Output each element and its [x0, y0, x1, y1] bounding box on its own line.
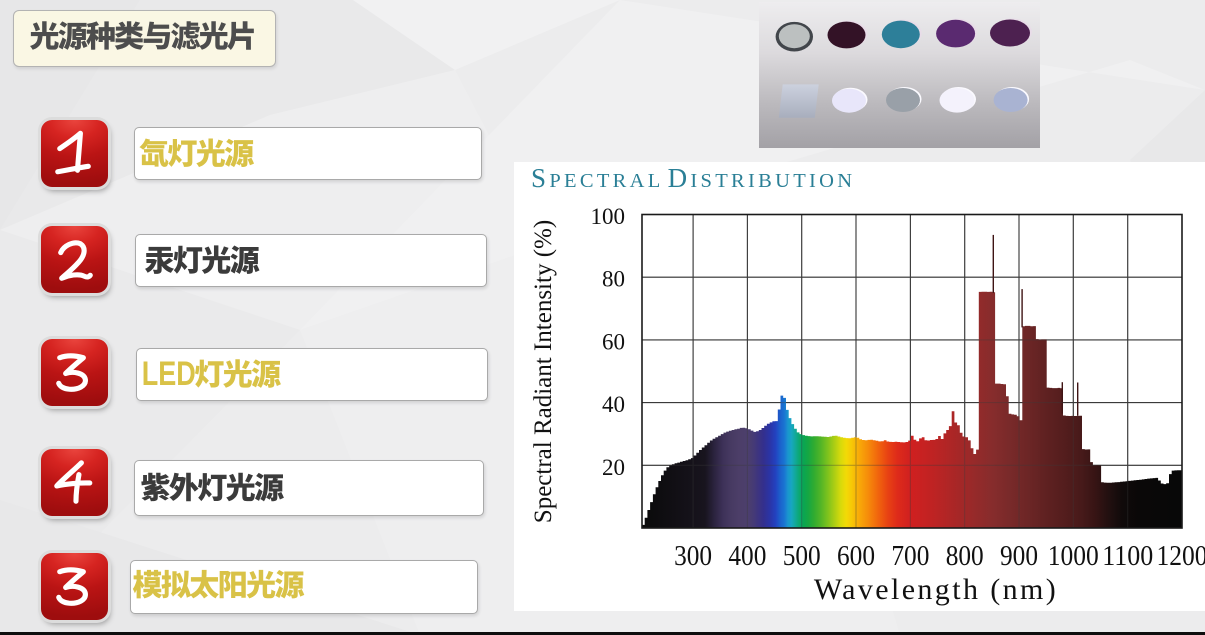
svg-text:700: 700 [891, 540, 929, 572]
svg-text:1200: 1200 [1157, 540, 1205, 572]
svg-text:1100: 1100 [1102, 540, 1153, 572]
svg-text:500: 500 [783, 540, 821, 572]
svg-text:400: 400 [728, 540, 766, 572]
svg-text:300: 300 [674, 540, 712, 572]
svg-text:40: 40 [602, 392, 625, 417]
svg-text:Spectral Radiant Intensity (%): Spectral Radiant Intensity (%) [530, 220, 557, 523]
svg-text:80: 80 [602, 267, 625, 292]
svg-text:60: 60 [602, 329, 625, 354]
svg-text:Wavelength (nm): Wavelength (nm) [814, 573, 1058, 606]
svg-text:1000: 1000 [1048, 540, 1099, 572]
svg-text:600: 600 [837, 540, 875, 572]
svg-text:100: 100 [591, 204, 626, 229]
svg-text:800: 800 [946, 540, 984, 572]
svg-text:900: 900 [1000, 540, 1038, 572]
svg-text:20: 20 [602, 455, 625, 480]
